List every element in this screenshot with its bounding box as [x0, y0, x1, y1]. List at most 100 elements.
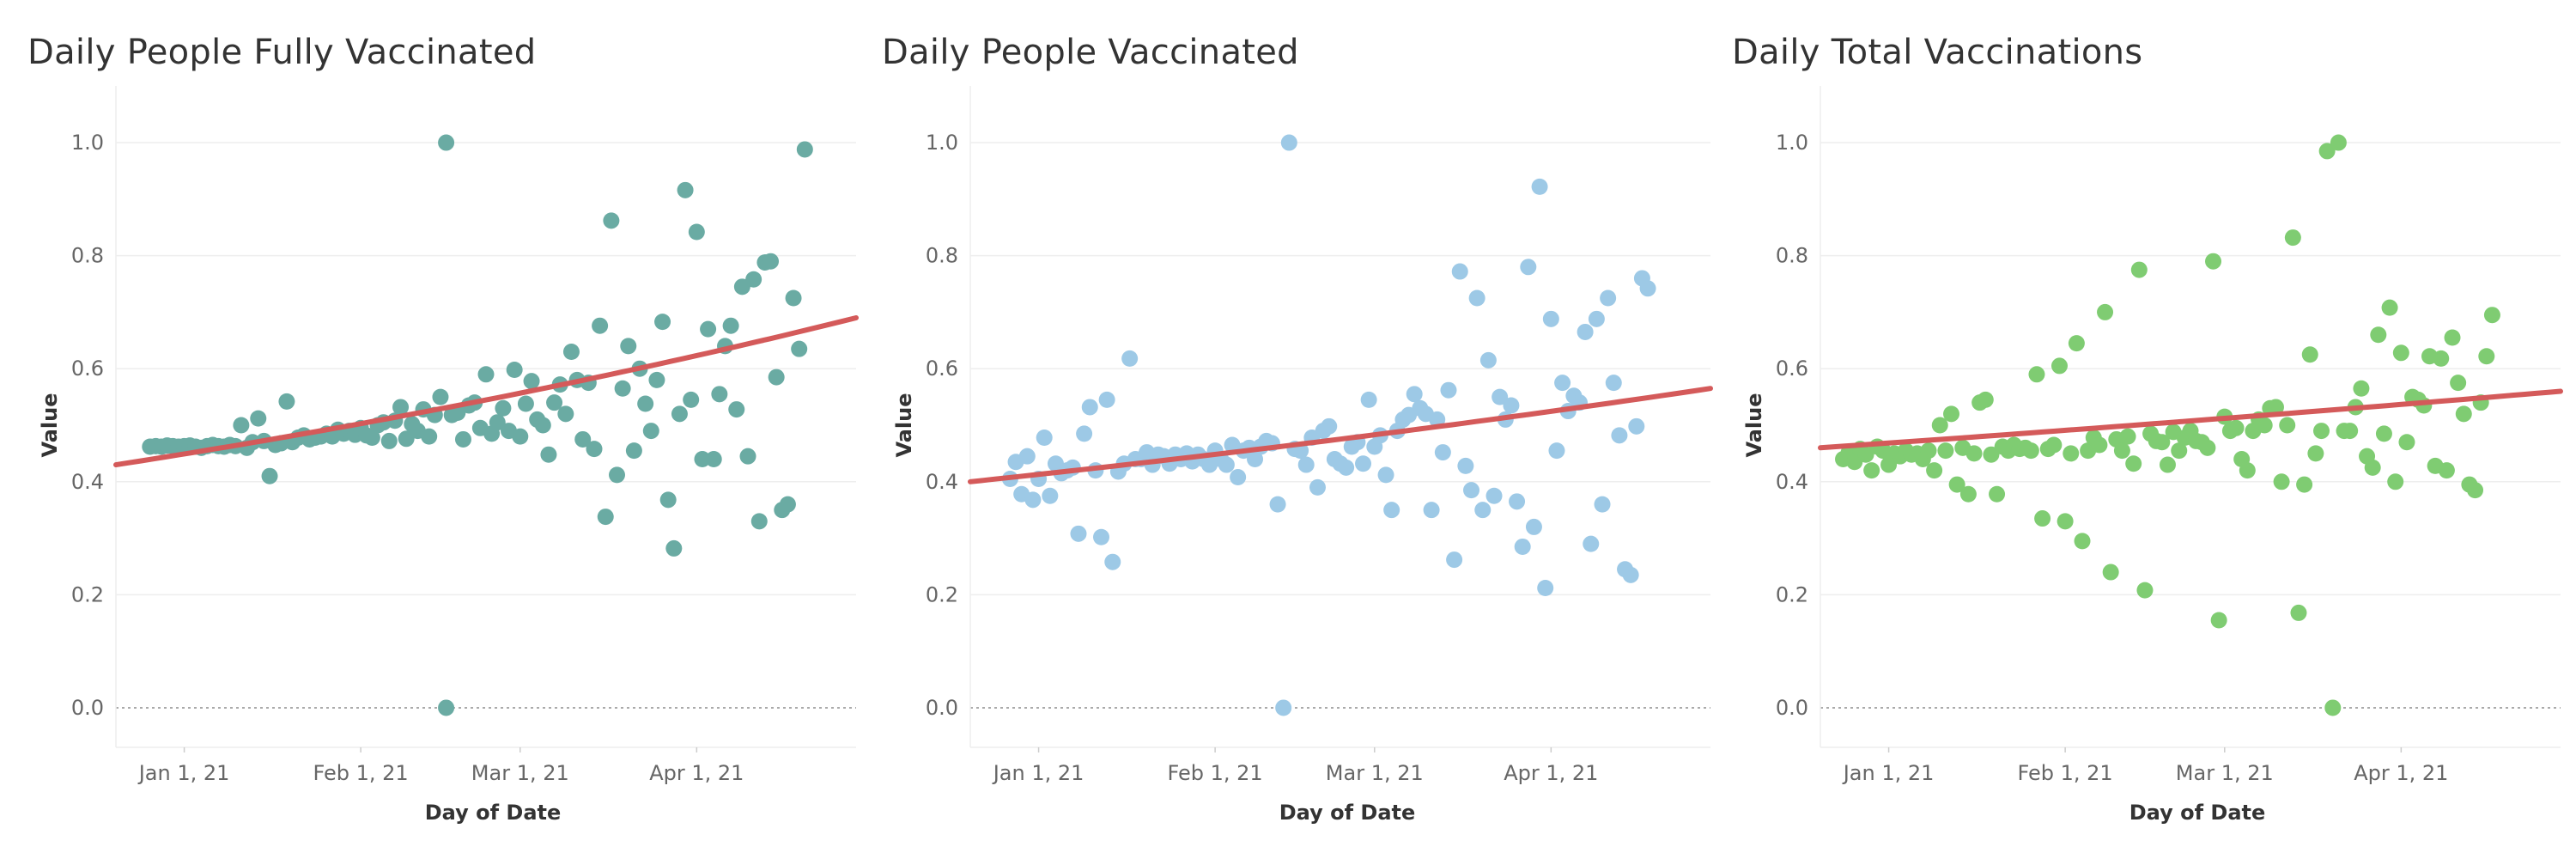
data-point — [2028, 366, 2045, 383]
data-point — [1474, 502, 1492, 519]
data-point — [1098, 391, 1115, 408]
data-point — [1948, 476, 1965, 493]
data-point — [1269, 496, 1286, 513]
x-tick-label: Mar 1, 21 — [471, 761, 569, 785]
gridlines — [1820, 142, 2561, 709]
data-point — [1440, 381, 1457, 399]
data-point — [2130, 261, 2148, 278]
x-tick-label: Feb 1, 21 — [2018, 761, 2113, 785]
data-point — [642, 423, 659, 440]
data-point — [421, 428, 438, 445]
data-point — [2353, 380, 2370, 397]
data-point — [1983, 446, 2000, 463]
data-point — [1520, 259, 1537, 276]
data-point — [557, 405, 574, 423]
chart-panel-people-vaccinated: Daily People Vaccinated 0.0 0.2 0.4 0.6 0.8 1… — [854, 0, 1713, 859]
data-point — [2330, 134, 2347, 151]
data-point — [1275, 699, 1292, 716]
data-point — [1451, 263, 1468, 280]
data-point — [2444, 329, 2461, 346]
data-point — [2387, 473, 2404, 490]
data-point — [2074, 533, 2091, 550]
data-point — [2154, 434, 2171, 451]
data-point — [1479, 351, 1497, 369]
data-point — [2267, 399, 2284, 416]
y-tick-label: 0.0 — [1776, 696, 1808, 720]
data-point — [2057, 513, 2074, 530]
data-point — [745, 271, 762, 288]
data-point — [233, 417, 250, 434]
data-point — [1965, 445, 1983, 462]
scatter-plot: 0.0 0.2 0.4 0.6 0.8 1.0 Jan 1, 21 Feb 1, 21 Mar … — [38, 86, 859, 825]
data-point — [2050, 357, 2068, 375]
data-point — [1583, 535, 1600, 552]
data-point — [2205, 253, 2222, 270]
data-point — [2097, 303, 2114, 320]
data-point — [363, 429, 380, 446]
data-point — [625, 442, 642, 460]
data-point — [592, 317, 609, 334]
data-point — [1542, 310, 1559, 327]
data-point — [1081, 399, 1098, 416]
y-tick-label: 0.0 — [926, 696, 958, 720]
data-point — [1554, 375, 1571, 392]
y-tick-label: 0.2 — [71, 582, 104, 606]
data-point — [1076, 425, 1093, 442]
data-point — [562, 343, 580, 360]
data-point — [2068, 335, 2085, 352]
data-point — [677, 181, 694, 198]
trend-line — [968, 386, 1713, 484]
data-point — [2483, 307, 2500, 324]
x-axis-title: Day of Date — [425, 801, 562, 825]
data-point — [1959, 485, 1977, 503]
data-point — [1937, 442, 1954, 460]
chart-title: Daily People Vaccinated — [882, 33, 1299, 72]
data-point — [2392, 344, 2409, 362]
data-point — [261, 467, 278, 484]
data-point — [1531, 178, 1548, 195]
data-point — [2307, 445, 2324, 462]
data-point — [2102, 564, 2119, 581]
data-point — [2467, 482, 2484, 499]
data-point — [1514, 538, 1531, 555]
data-point — [2381, 299, 2398, 316]
data-point — [2450, 375, 2467, 392]
data-point — [250, 410, 267, 427]
x-tick-label: Apr 1, 21 — [649, 761, 744, 785]
y-tick-label: 1.0 — [71, 131, 104, 155]
data-point — [1977, 391, 1994, 408]
data-point — [2318, 143, 2336, 160]
data-point — [1042, 487, 1059, 504]
data-point — [1457, 457, 1474, 474]
data-point — [454, 430, 471, 448]
data-point — [722, 317, 739, 334]
data-point — [1093, 528, 1110, 545]
data-point — [1628, 417, 1645, 435]
data-point — [2398, 434, 2415, 451]
data-point — [438, 134, 455, 151]
data-point — [1548, 442, 1565, 460]
x-tick-label: Mar 1, 21 — [2176, 761, 2274, 785]
data-point — [1104, 553, 1121, 570]
data-point — [2063, 445, 2080, 462]
data-point — [517, 395, 534, 412]
scatter-plot: 0.0 0.2 0.4 0.6 0.8 1.0 Jan 1, 21 Feb 1, 21 Mar … — [1742, 86, 2563, 825]
x-axis-title: Day of Date — [1279, 801, 1416, 825]
x-tick-label: Jan 1, 21 — [992, 761, 1084, 785]
gridlines — [970, 142, 1710, 709]
data-point — [2296, 476, 2313, 493]
data-point — [2375, 425, 2392, 442]
data-point — [1423, 502, 1440, 519]
data-point — [1355, 455, 1372, 472]
data-point — [1297, 456, 1315, 473]
data-point — [1920, 442, 1937, 460]
y-axis-title: Value — [892, 393, 916, 457]
data-point — [768, 369, 785, 386]
chart-title: Daily Total Vaccinations — [1732, 33, 2143, 72]
data-point — [2364, 459, 2381, 476]
data-point — [750, 513, 768, 530]
data-point — [1605, 375, 1622, 392]
y-tick-label: 0.6 — [71, 356, 104, 381]
data-point — [779, 496, 796, 513]
data-point — [637, 395, 654, 412]
